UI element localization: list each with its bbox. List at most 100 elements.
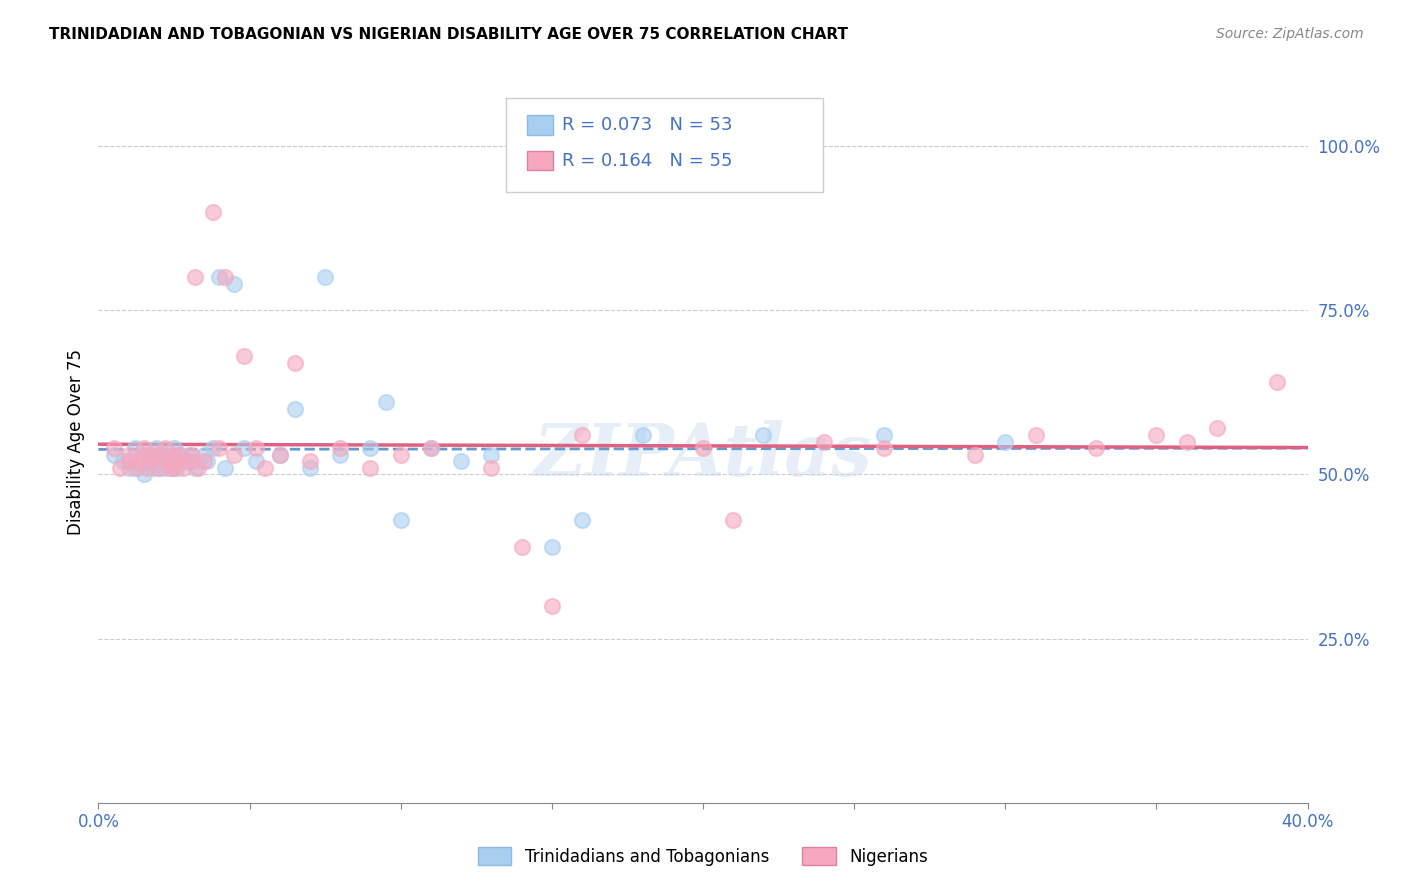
Point (873, 428, 896, 442)
Point (389, 448, 412, 462)
Point (132, 467, 155, 482)
Point (214, 270, 236, 285)
Point (420, 441, 443, 455)
Point (153, 441, 176, 455)
Point (202, 204, 225, 219)
Point (245, 441, 267, 455)
Legend: Trinidadians and Tobagonians, Nigerians: Trinidadians and Tobagonians, Nigerians (470, 839, 936, 874)
Point (232, 441, 254, 455)
Point (103, 441, 125, 455)
Point (299, 460, 322, 475)
Point (253, 460, 276, 475)
Point (723, 513, 745, 527)
Point (163, 441, 186, 455)
Point (142, 454, 165, 468)
Point (169, 448, 191, 462)
Point (450, 454, 472, 468)
Text: R = 0.073   N = 53: R = 0.073 N = 53 (562, 116, 733, 134)
Point (374, 395, 396, 409)
Point (1085, 441, 1108, 455)
Point (148, 460, 170, 475)
Point (153, 448, 176, 462)
Point (124, 441, 146, 455)
Point (108, 460, 131, 475)
Point (389, 513, 412, 527)
Point (166, 454, 188, 468)
Point (269, 448, 291, 462)
Point (163, 460, 186, 475)
Point (142, 448, 165, 462)
Point (299, 454, 322, 468)
Point (118, 454, 141, 468)
Point (148, 460, 170, 475)
Point (184, 460, 207, 475)
Point (510, 540, 533, 554)
Point (420, 441, 443, 455)
Point (166, 460, 188, 475)
Point (118, 448, 141, 462)
Point (329, 448, 352, 462)
Point (269, 448, 291, 462)
Point (193, 448, 215, 462)
Point (179, 448, 201, 462)
Point (118, 454, 141, 468)
Point (540, 540, 562, 554)
Point (481, 448, 503, 462)
Point (103, 448, 125, 462)
Point (172, 460, 194, 475)
Point (139, 448, 162, 462)
Point (145, 441, 167, 455)
Point (571, 428, 593, 442)
Point (160, 460, 183, 475)
Point (1267, 376, 1289, 390)
Text: Source: ZipAtlas.com: Source: ZipAtlas.com (1216, 27, 1364, 41)
Point (571, 513, 593, 527)
Point (224, 277, 246, 291)
Point (142, 460, 165, 475)
Point (132, 448, 155, 462)
Point (153, 454, 176, 468)
Point (118, 460, 141, 475)
Point (160, 460, 183, 475)
Point (132, 441, 155, 455)
Point (135, 460, 157, 475)
Point (208, 441, 231, 455)
Point (124, 460, 146, 475)
Point (1144, 428, 1167, 442)
Point (329, 441, 352, 455)
Point (314, 270, 336, 285)
Point (181, 454, 204, 468)
Point (163, 448, 186, 462)
Point (232, 349, 254, 363)
Point (187, 460, 209, 475)
Point (195, 454, 218, 468)
Point (873, 441, 896, 455)
Point (172, 454, 194, 468)
Point (208, 270, 231, 285)
Point (135, 454, 157, 468)
Y-axis label: Disability Age Over 75: Disability Age Over 75 (66, 349, 84, 534)
Point (813, 434, 835, 449)
Text: ZIPAtlas: ZIPAtlas (534, 420, 872, 491)
Point (224, 448, 246, 462)
Point (127, 460, 149, 475)
Point (184, 270, 207, 285)
Point (111, 454, 134, 468)
Point (139, 454, 162, 468)
Point (284, 401, 307, 416)
Point (127, 454, 149, 468)
Point (245, 454, 267, 468)
Point (202, 441, 225, 455)
Point (1206, 421, 1229, 435)
Point (148, 448, 170, 462)
Point (193, 454, 215, 468)
Point (752, 428, 775, 442)
Point (214, 460, 236, 475)
Point (284, 356, 307, 370)
Point (631, 428, 654, 442)
Point (1175, 434, 1198, 449)
Point (169, 448, 191, 462)
Point (540, 599, 562, 613)
Point (148, 448, 170, 462)
Text: TRINIDADIAN AND TOBAGONIAN VS NIGERIAN DISABILITY AGE OVER 75 CORRELATION CHART: TRINIDADIAN AND TOBAGONIAN VS NIGERIAN D… (49, 27, 848, 42)
